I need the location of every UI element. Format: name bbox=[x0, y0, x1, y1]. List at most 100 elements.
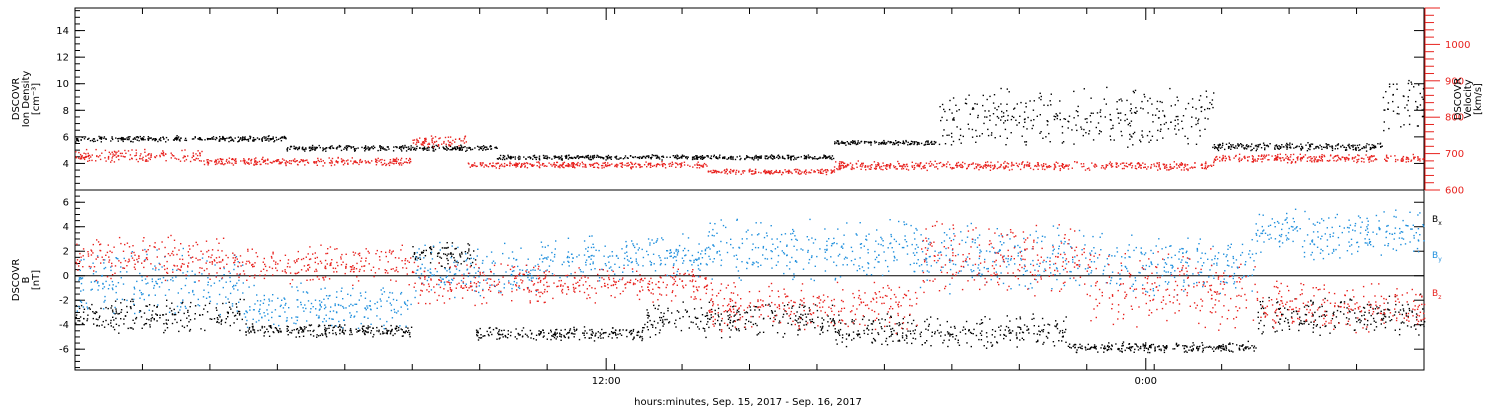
data-point bbox=[760, 172, 762, 174]
data-point bbox=[770, 170, 773, 172]
data-point bbox=[1016, 124, 1018, 126]
data-point bbox=[1042, 329, 1045, 331]
data-point bbox=[1354, 144, 1356, 147]
data-point bbox=[617, 333, 619, 336]
data-point bbox=[555, 333, 557, 335]
data-point bbox=[694, 316, 697, 318]
data-point bbox=[194, 305, 197, 307]
data-point bbox=[581, 156, 584, 158]
data-point bbox=[907, 321, 909, 324]
data-point bbox=[667, 307, 669, 310]
data-point bbox=[1371, 144, 1373, 146]
data-point bbox=[222, 138, 224, 140]
data-point bbox=[1416, 125, 1419, 127]
data-point bbox=[181, 149, 183, 152]
data-point bbox=[626, 335, 628, 338]
data-point bbox=[799, 329, 801, 331]
data-point bbox=[853, 337, 855, 340]
data-point bbox=[272, 137, 274, 140]
data-point bbox=[678, 311, 680, 313]
data-point bbox=[414, 258, 417, 261]
data-point bbox=[309, 146, 311, 148]
data-point bbox=[1012, 164, 1014, 166]
data-point bbox=[1139, 164, 1141, 166]
data-point bbox=[828, 155, 830, 158]
data-point bbox=[607, 157, 609, 159]
data-point bbox=[1222, 154, 1224, 157]
data-point bbox=[653, 164, 655, 167]
data-point bbox=[989, 169, 992, 171]
data-point bbox=[408, 162, 411, 164]
data-point bbox=[1247, 145, 1250, 147]
data-point bbox=[276, 139, 278, 141]
data-point bbox=[239, 329, 241, 332]
data-point bbox=[91, 303, 93, 306]
data-point bbox=[1417, 159, 1419, 161]
data-point bbox=[948, 339, 950, 341]
right-axis-label-line: DSCOVR bbox=[1453, 78, 1464, 121]
data-point bbox=[107, 158, 110, 160]
data-point bbox=[321, 333, 323, 335]
data-point bbox=[901, 142, 904, 144]
data-point bbox=[902, 328, 904, 330]
data-point bbox=[376, 159, 378, 161]
data-point bbox=[458, 145, 460, 147]
data-point bbox=[1289, 144, 1291, 146]
data-point bbox=[816, 158, 819, 160]
data-point bbox=[696, 157, 698, 159]
data-point bbox=[1168, 168, 1170, 171]
data-point bbox=[985, 167, 987, 169]
data-point bbox=[165, 136, 168, 139]
data-point bbox=[926, 340, 928, 342]
data-point bbox=[1400, 126, 1402, 128]
data-point bbox=[743, 170, 745, 172]
data-point bbox=[968, 128, 970, 130]
data-point bbox=[125, 152, 127, 154]
y-tick-label: 10 bbox=[56, 79, 69, 90]
data-point bbox=[896, 333, 898, 336]
data-point bbox=[533, 164, 535, 166]
data-point bbox=[225, 160, 228, 162]
data-point bbox=[1419, 104, 1422, 106]
data-point bbox=[479, 147, 481, 150]
data-point bbox=[385, 332, 387, 334]
data-point bbox=[649, 162, 651, 165]
data-point bbox=[748, 171, 750, 173]
data-point bbox=[854, 140, 856, 143]
data-point bbox=[551, 165, 553, 167]
data-point bbox=[1237, 143, 1239, 145]
panel-frame bbox=[74, 189, 1425, 371]
data-point bbox=[839, 168, 841, 170]
data-point bbox=[270, 327, 273, 329]
data-point bbox=[349, 333, 351, 336]
data-point bbox=[1408, 123, 1411, 126]
data-point bbox=[111, 151, 113, 153]
data-point bbox=[170, 152, 172, 154]
data-point bbox=[1038, 330, 1040, 332]
data-point bbox=[864, 165, 867, 167]
data-point bbox=[285, 160, 287, 162]
data-point bbox=[1174, 104, 1176, 106]
data-point bbox=[968, 330, 970, 332]
data-point bbox=[841, 337, 844, 339]
data-point bbox=[919, 335, 922, 338]
data-point bbox=[768, 156, 770, 158]
data-point bbox=[148, 319, 150, 321]
data-point bbox=[355, 161, 357, 164]
data-point bbox=[1346, 157, 1349, 159]
data-point bbox=[1134, 167, 1137, 169]
data-point bbox=[503, 165, 505, 168]
data-point bbox=[410, 147, 412, 149]
data-point bbox=[415, 256, 418, 258]
data-point bbox=[117, 155, 120, 157]
data-point bbox=[1269, 143, 1271, 145]
data-point bbox=[1294, 161, 1297, 163]
data-point bbox=[565, 156, 567, 158]
data-point bbox=[630, 161, 632, 164]
data-point bbox=[700, 156, 703, 158]
data-point bbox=[92, 311, 94, 313]
data-point bbox=[726, 169, 728, 171]
data-point bbox=[901, 337, 904, 339]
data-point bbox=[827, 321, 829, 323]
